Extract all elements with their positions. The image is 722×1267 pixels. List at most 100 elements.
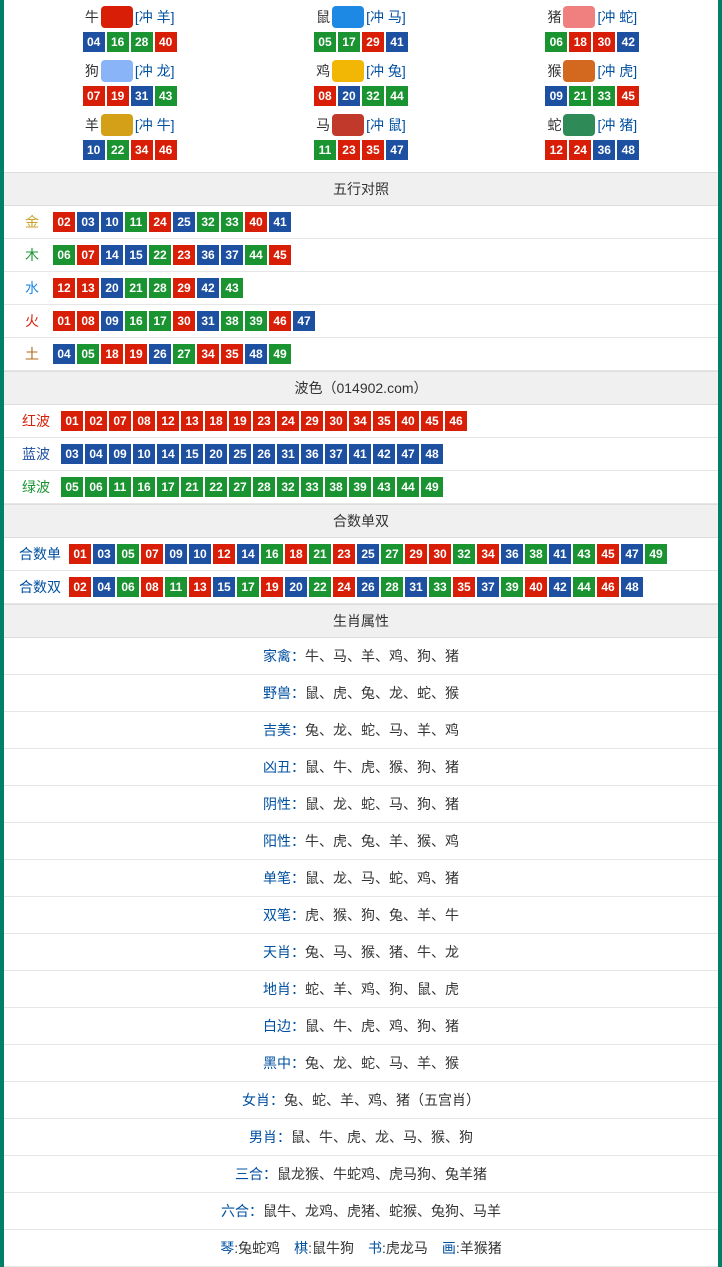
number-ball: 38 [221,311,243,331]
number-ball: 30 [173,311,195,331]
zodiac-title: 马[冲 鼠] [316,114,406,136]
wuxing-rows: 金02031011242532334041木060714152223363744… [4,206,718,371]
number-ball: 05 [77,344,99,364]
number-ball: 41 [386,32,408,52]
zodiac-balls: 04162840 [14,32,245,52]
number-ball: 18 [285,544,307,564]
zodiac-balls: 07193143 [14,86,245,106]
number-ball: 39 [501,577,523,597]
row-label: 土 [12,344,52,364]
number-ball: 16 [133,477,155,497]
row-label: 金 [12,212,52,232]
number-ball: 36 [197,245,219,265]
attr-row: 单笔：鼠、龙、马、蛇、鸡、猪 [4,860,718,897]
number-ball: 09 [545,86,567,106]
zodiac-chong: [冲 羊] [135,7,175,27]
number-ball: 47 [293,311,315,331]
page: 牛[冲 羊]04162840鼠[冲 马]05172941猪[冲 蛇]061830… [0,0,722,1267]
table-row: 红波0102070812131819232429303435404546 [4,405,718,438]
number-ball: 11 [165,577,187,597]
number-ball: 14 [237,544,259,564]
number-ball: 15 [213,577,235,597]
attr-row: 黑中：兔、龙、蛇、马、羊、猴 [4,1045,718,1082]
number-ball: 43 [155,86,177,106]
attr-key: 单笔： [263,870,305,886]
number-ball: 18 [569,32,591,52]
table-row: 合数单0103050709101214161821232527293032343… [4,538,718,571]
number-ball: 32 [197,212,219,232]
number-ball: 11 [314,140,336,160]
number-ball: 44 [245,245,267,265]
number-ball: 42 [617,32,639,52]
number-ball: 02 [53,212,75,232]
number-ball: 13 [181,411,203,431]
number-ball: 16 [107,32,129,52]
number-ball: 17 [149,311,171,331]
number-ball: 34 [131,140,153,160]
number-ball: 44 [397,477,419,497]
number-ball: 24 [277,411,299,431]
zodiac-cell: 牛[冲 羊] 04162840 [14,4,245,58]
number-ball: 44 [386,86,408,106]
table-row: 合数双0204060811131517192022242628313335373… [4,571,718,604]
number-ball: 40 [245,212,267,232]
zodiac-chong: [冲 虎] [597,61,637,81]
zodiac-cell: 猴[冲 虎]09213345 [477,58,708,112]
number-ball: 49 [269,344,291,364]
zodiac-balls: 12243648 [477,140,708,160]
number-ball: 17 [338,32,360,52]
number-ball: 07 [109,411,131,431]
zodiac-chong: [冲 马] [366,7,406,27]
zodiac-title: 牛[冲 羊] [85,6,175,28]
number-ball: 47 [621,544,643,564]
number-ball: 01 [53,311,75,331]
zodiac-title: 猴[冲 虎] [547,60,637,82]
number-ball: 24 [149,212,171,232]
number-ball: 37 [325,444,347,464]
zodiac-icon [101,60,133,82]
zodiac-icon [563,114,595,136]
attr-val: 兔、龙、蛇、马、羊、猴 [305,1055,459,1071]
number-ball: 06 [53,245,75,265]
row-balls: 0108091617303138394647 [52,311,710,331]
zodiac-cell: 马[冲 鼠]11233547 [245,112,476,166]
number-ball: 39 [245,311,267,331]
number-ball: 48 [621,577,643,597]
zodiac-cell: 狗[冲 龙]07193143 [14,58,245,112]
number-ball: 17 [157,477,179,497]
number-ball: 39 [349,477,371,497]
number-ball: 26 [149,344,171,364]
number-ball: 05 [314,32,336,52]
zodiac-name: 羊 [85,115,99,135]
number-ball: 36 [593,140,615,160]
zodiac-name: 鼠 [316,7,330,27]
number-ball: 33 [221,212,243,232]
number-ball: 32 [453,544,475,564]
row-balls: 04051819262734354849 [52,344,710,364]
number-ball: 42 [549,577,571,597]
zodiac-title: 猪[冲 蛇] [547,6,637,28]
number-ball: 48 [245,344,267,364]
table-row: 木06071415222336374445 [4,239,718,272]
row-balls: 03040910141520252631363741424748 [60,444,710,464]
attr-key: 阴性： [263,796,305,812]
zodiac-cell: 鼠[冲 马]05172941 [245,4,476,58]
number-ball: 38 [325,477,347,497]
zodiac-icon [101,114,133,136]
number-ball: 05 [61,477,83,497]
number-ball: 04 [85,444,107,464]
number-ball: 22 [149,245,171,265]
attr-key: 地肖： [263,981,305,997]
number-ball: 10 [189,544,211,564]
row-balls: 05061116172122272832333839434449 [60,477,710,497]
number-ball: 45 [597,544,619,564]
zodiac-cell: 鸡[冲 兔]08203244 [245,58,476,112]
number-ball: 27 [381,544,403,564]
attr-val: 兔、蛇、羊、鸡、猪（五宫肖） [284,1092,480,1108]
row-balls: 0204060811131517192022242628313335373940… [68,577,710,597]
row-balls: 1213202128294243 [52,278,710,298]
number-ball: 06 [117,577,139,597]
attr-row: 家禽：牛、马、羊、鸡、狗、猪 [4,638,718,675]
number-ball: 35 [362,140,384,160]
number-ball: 42 [373,444,395,464]
